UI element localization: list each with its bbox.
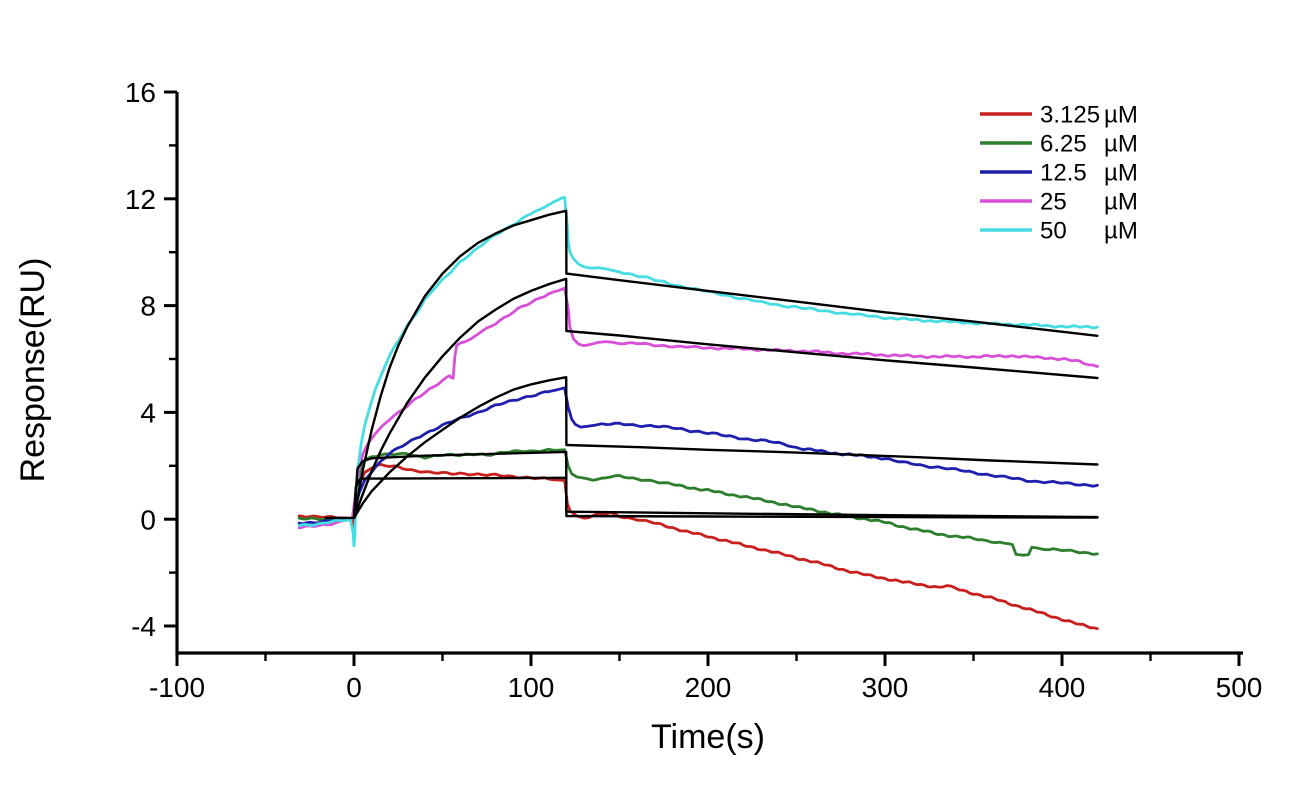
legend-concentration-label: 3.125	[1040, 102, 1100, 129]
legend-unit-label: µM	[1104, 218, 1138, 245]
legend-concentration-label: 12.5	[1040, 160, 1087, 187]
series-group	[297, 196, 1099, 631]
series-curve-12.5-M	[297, 386, 1099, 526]
y-axis-title: Response(RU)	[14, 258, 52, 483]
series-curve-25-M	[297, 286, 1099, 530]
y-tick-label: 16	[125, 77, 156, 108]
x-tick-label: 100	[508, 672, 555, 703]
series-curve-6.25-M	[297, 447, 1099, 557]
legend-concentration-label: 6.25	[1040, 131, 1087, 158]
legend-concentration-label: 50	[1040, 218, 1067, 245]
x-tick-label: -100	[149, 672, 205, 703]
fit-curves-group	[324, 209, 1099, 520]
legend-item-25: 25 µM	[980, 189, 1138, 216]
x-tick-label: 200	[685, 672, 732, 703]
fit-25	[352, 277, 1099, 520]
legend-unit-label: µM	[1104, 189, 1138, 216]
legend-item-3.125: 3.125 µM	[980, 102, 1138, 129]
axes: 16 12 8 4 0 -4 -100 0 100 200 300 400 500 Time(s) Resp…	[14, 77, 1262, 756]
legend-item-50: 50 µM	[980, 218, 1138, 245]
y-tick-label: 12	[125, 184, 156, 215]
legend-unit-label: µM	[1104, 102, 1138, 129]
legend-unit-label: µM	[1104, 131, 1138, 158]
legend-item-6.25: 6.25 µM	[980, 131, 1138, 158]
x-axis-title: Time(s)	[651, 718, 765, 756]
fit-3.125	[352, 476, 1099, 520]
fit-12.5	[352, 376, 1099, 520]
x-tick-label: 500	[1216, 672, 1263, 703]
y-tick-label: 4	[140, 397, 156, 428]
y-tick-label: 8	[140, 291, 156, 322]
x-tick-label: 0	[346, 672, 362, 703]
x-tick-label: 300	[862, 672, 909, 703]
series-curve-50-M	[297, 196, 1099, 548]
series-curve-3.125-M	[297, 462, 1099, 631]
y-tick-label: 0	[140, 504, 156, 535]
x-tick-label: 400	[1039, 672, 1086, 703]
legend-unit-label: µM	[1104, 160, 1138, 187]
legend-concentration-label: 25	[1040, 189, 1067, 216]
fit-50	[352, 209, 1099, 520]
fit-6.25	[352, 450, 1099, 520]
y-tick-label: -4	[131, 611, 156, 642]
legend-item-12.5: 12.5 µM	[980, 160, 1138, 187]
